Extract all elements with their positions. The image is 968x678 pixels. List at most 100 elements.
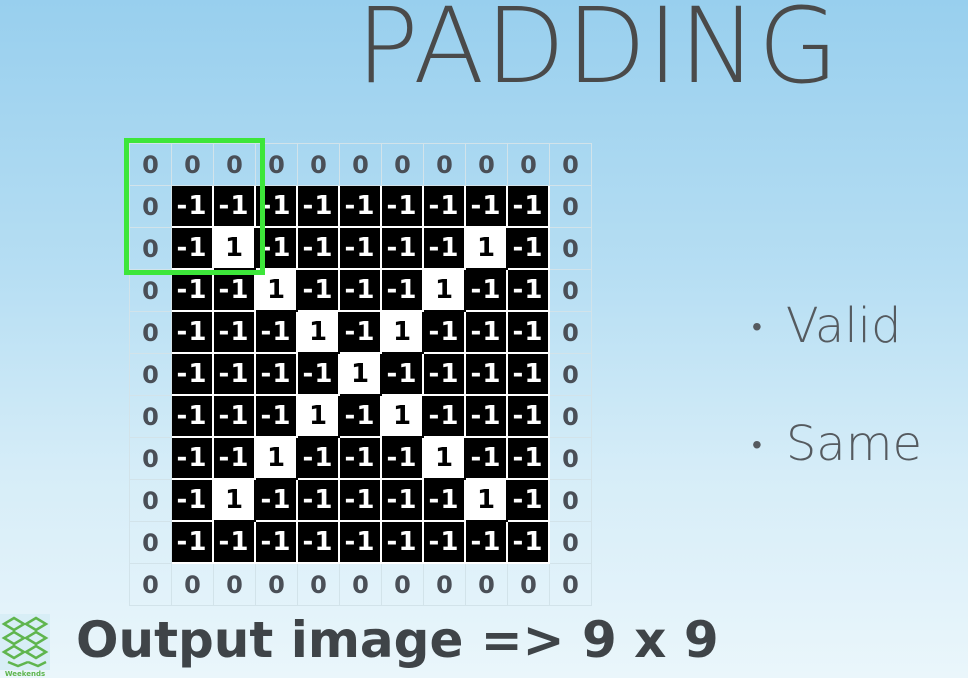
grid-cell: 0 [130,270,172,312]
grid-cell: 1 [214,228,256,270]
grid-cell: 1 [382,312,424,354]
grid-cell: -1 [298,354,340,396]
grid-cell: 0 [382,564,424,606]
grid-cell: -1 [466,186,508,228]
grid-cell: -1 [256,354,298,396]
padding-types-list: • Valid • Same [752,296,922,532]
grid-cell: 0 [340,564,382,606]
grid-cell: -1 [508,354,550,396]
grid-cell: 0 [172,564,214,606]
grid-cell: -1 [424,228,466,270]
grid-cell: 0 [130,186,172,228]
grid-cell: -1 [172,312,214,354]
grid-cell: -1 [214,396,256,438]
grid-cell: -1 [466,354,508,396]
bullet-dot-icon: • [752,309,762,343]
grid-cell: 0 [466,144,508,186]
grid-cell: -1 [508,312,550,354]
grid-cell: 0 [382,144,424,186]
grid-cell: -1 [508,480,550,522]
grid-cell: 0 [214,564,256,606]
grid-cell: 0 [130,144,172,186]
grid-cell: -1 [382,480,424,522]
grid-cell: 0 [508,564,550,606]
grid-cell: 0 [550,270,592,312]
grid-cell: -1 [172,480,214,522]
grid-cell: -1 [340,270,382,312]
grid-cell: -1 [382,228,424,270]
grid-cell: -1 [424,480,466,522]
grid-cell: 0 [130,480,172,522]
grid-cell: -1 [298,438,340,480]
grid-cell: 0 [550,438,592,480]
grid-cell: -1 [172,270,214,312]
grid-cell: 0 [550,312,592,354]
grid-cell: -1 [508,186,550,228]
grid-cell: -1 [214,438,256,480]
grid-cell: 0 [550,564,592,606]
grid-cell: 0 [550,144,592,186]
grid-cell: -1 [298,522,340,564]
grid-cell: -1 [508,396,550,438]
grid-cell: -1 [508,270,550,312]
grid-cell: -1 [508,438,550,480]
grid-cell: -1 [214,270,256,312]
grid-cell: -1 [508,522,550,564]
grid-cell: 0 [550,186,592,228]
bullet-valid-label: Valid [785,298,902,354]
grid-cell: -1 [466,438,508,480]
grid-cell: -1 [298,270,340,312]
grid-cell: 0 [214,144,256,186]
grid-cell: 0 [298,144,340,186]
grid-cell: 0 [130,228,172,270]
grid-cell: 0 [424,144,466,186]
grid-cell: -1 [214,186,256,228]
grid-cell: -1 [424,396,466,438]
grid-cell: 0 [466,564,508,606]
bullet-same-label: Same [785,416,922,472]
grid-cell: 1 [340,354,382,396]
grid-cell: 0 [130,564,172,606]
grid-cell: 0 [550,354,592,396]
grid-cell: -1 [214,312,256,354]
grid-cell: -1 [172,354,214,396]
grid-cell: -1 [424,354,466,396]
grid-cell: -1 [340,312,382,354]
grid-cell: -1 [466,396,508,438]
grid-cell: -1 [340,396,382,438]
grid-cell: -1 [340,228,382,270]
grid-cell: -1 [382,522,424,564]
grid-cell: 0 [130,438,172,480]
grid-cell: 0 [130,312,172,354]
grid-cell: -1 [382,354,424,396]
grid-cell: -1 [466,270,508,312]
grid-cell: -1 [172,186,214,228]
grid-cell: 0 [550,522,592,564]
grid-cell: -1 [256,522,298,564]
grid-cell: -1 [508,228,550,270]
grid-cell: -1 [340,186,382,228]
grid-cell: 1 [214,480,256,522]
grid-cell: -1 [256,480,298,522]
grid-cell: 0 [550,480,592,522]
grid-cell: -1 [172,228,214,270]
logo-text: Weekends [4,670,46,678]
grid-cell: -1 [172,438,214,480]
grid-cell: 0 [340,144,382,186]
grid-cell: -1 [340,438,382,480]
grid-cell: 1 [256,438,298,480]
grid-cell: 0 [130,354,172,396]
grid-cell: -1 [382,438,424,480]
grid-cell: -1 [298,480,340,522]
grid-cell: 0 [508,144,550,186]
grid-cell: 0 [256,564,298,606]
grid-cell: 1 [382,396,424,438]
grid-cell: -1 [298,228,340,270]
grid-cell: -1 [466,312,508,354]
grid-cell: -1 [340,522,382,564]
grid-cell: -1 [424,312,466,354]
logo-mark-icon [0,614,50,670]
grid-cell: 0 [256,144,298,186]
grid-cell: 0 [172,144,214,186]
grid-cell: 1 [424,270,466,312]
